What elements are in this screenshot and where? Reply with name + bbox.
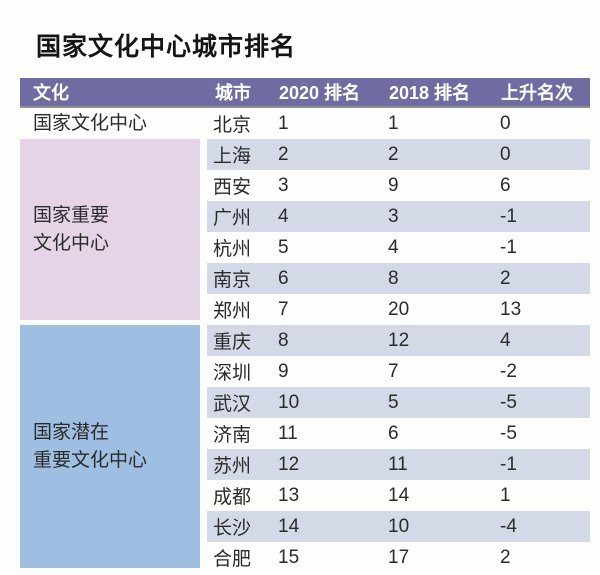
change-cell: -1	[500, 236, 517, 258]
rank-2020-cell: 7	[278, 298, 289, 320]
table-row: 杭州 5 4 -1	[207, 232, 590, 263]
rank-2020-cell: 9	[278, 360, 289, 382]
rank-2020-cell: 6	[278, 267, 289, 289]
tier-label-line: 国家潜在	[33, 421, 110, 443]
rank-2020-cell: 4	[278, 205, 289, 227]
table-row: 济南 11 6 -5	[207, 418, 590, 449]
rank-2018-cell: 20	[388, 298, 410, 320]
ranking-table: 文化 城市 2020 排名 2018 排名 上升名次 国家文化中心 国家重要 文…	[20, 78, 590, 573]
table-header-row: 文化 城市 2020 排名 2018 排名 上升名次	[20, 78, 590, 108]
city-cell: 广州	[213, 208, 252, 229]
table-row: 武汉 10 5 -5	[207, 387, 590, 418]
table-row: 西安 3 9 6	[207, 170, 590, 201]
change-cell: 6	[500, 174, 511, 196]
rank-2018-cell: 12	[388, 329, 410, 351]
city-cell: 杭州	[213, 239, 252, 260]
city-cell: 成都	[213, 487, 252, 508]
table-row: 合肥 15 17 2	[207, 542, 590, 573]
table-body: 国家文化中心 国家重要 文化中心 国家潜在 重要文化中心 北京 1 1 0	[20, 108, 590, 573]
rank-2018-cell: 4	[388, 236, 399, 258]
tier-label-national-cultural-center: 国家文化中心	[20, 108, 200, 139]
table-row: 郑州 7 20 13	[207, 294, 590, 325]
rank-2020-cell: 14	[278, 515, 300, 537]
rank-2018-cell: 17	[388, 546, 410, 568]
change-cell: -1	[500, 453, 517, 475]
tier-label-national-potential-important-cultural-center: 国家潜在 重要文化中心	[20, 325, 200, 568]
change-cell: 0	[500, 112, 511, 134]
table-row: 深圳 9 7 -2	[207, 356, 590, 387]
city-cell: 济南	[213, 425, 252, 446]
rank-2018-cell: 6	[388, 422, 399, 444]
city-cell: 长沙	[213, 518, 252, 539]
rank-2020-cell: 15	[278, 546, 300, 568]
change-cell: 1	[500, 484, 511, 506]
rank-2018-cell: 1	[388, 112, 399, 134]
page-title: 国家文化中心城市排名	[36, 33, 297, 61]
city-cell: 合肥	[213, 549, 252, 570]
city-cell: 郑州	[213, 301, 252, 322]
tier-label-national-important-cultural-center: 国家重要 文化中心	[20, 139, 200, 320]
header-rank-2018: 2018 排名	[389, 83, 471, 103]
city-cell: 北京	[213, 115, 252, 136]
city-cell: 苏州	[213, 456, 252, 477]
rank-2020-cell: 8	[278, 329, 289, 351]
rank-2018-cell: 10	[388, 515, 410, 537]
table-row: 重庆 8 12 4	[207, 325, 590, 356]
city-cell: 武汉	[213, 394, 252, 415]
header-rank-2020: 2020 排名	[279, 83, 361, 103]
city-cell: 上海	[213, 146, 252, 167]
table-row: 广州 4 3 -1	[207, 201, 590, 232]
rank-2018-cell: 2	[388, 143, 399, 165]
table-row: 苏州 12 11 -1	[207, 449, 590, 480]
culture-tier-column: 国家文化中心 国家重要 文化中心 国家潜在 重要文化中心	[20, 108, 207, 573]
city-cell: 西安	[213, 177, 252, 198]
table-row: 上海 2 2 0	[207, 139, 590, 170]
change-cell: 4	[500, 329, 511, 351]
table-row: 长沙 14 10 -4	[207, 511, 590, 542]
change-cell: -2	[500, 360, 517, 382]
rank-2020-cell: 2	[278, 143, 289, 165]
change-cell: 0	[500, 143, 511, 165]
rank-2020-cell: 3	[278, 174, 289, 196]
rank-2018-cell: 11	[388, 453, 408, 475]
tier-label-line: 文化中心	[33, 232, 110, 254]
rank-2020-cell: 5	[278, 236, 289, 258]
change-cell: 2	[500, 267, 511, 289]
tier-label-line: 国家文化中心	[33, 113, 148, 134]
rank-2018-cell: 9	[388, 174, 399, 196]
change-cell: 2	[500, 546, 511, 568]
data-rows: 北京 1 1 0 上海 2 2 0 西安 3 9 6	[207, 108, 590, 573]
change-cell: -4	[500, 515, 517, 537]
rank-2020-cell: 13	[278, 484, 300, 506]
rank-2020-cell: 12	[278, 453, 300, 475]
change-cell: -1	[500, 205, 517, 227]
table-row: 南京 6 8 2	[207, 263, 590, 294]
change-cell: -5	[500, 391, 517, 413]
rank-2018-cell: 3	[388, 205, 399, 227]
change-cell: -5	[500, 422, 517, 444]
city-cell: 深圳	[213, 363, 252, 384]
city-cell: 南京	[213, 270, 252, 291]
header-culture: 文化	[33, 83, 69, 103]
city-cell: 重庆	[213, 332, 252, 353]
tier-label-line: 重要文化中心	[33, 449, 148, 471]
rank-2018-cell: 7	[388, 360, 399, 382]
rank-2018-cell: 5	[388, 391, 399, 413]
rank-2020-cell: 1	[278, 112, 289, 134]
rank-2018-cell: 8	[388, 267, 399, 289]
header-city: 城市	[215, 83, 251, 103]
table-row: 北京 1 1 0	[207, 108, 590, 139]
rank-2018-cell: 14	[388, 484, 410, 506]
rank-2020-cell: 11	[278, 422, 298, 444]
tier-label-line: 国家重要	[33, 204, 110, 226]
header-rank-change: 上升名次	[501, 83, 573, 103]
rank-2020-cell: 10	[278, 391, 300, 413]
change-cell: 13	[500, 298, 522, 320]
table-row: 成都 13 14 1	[207, 480, 590, 511]
